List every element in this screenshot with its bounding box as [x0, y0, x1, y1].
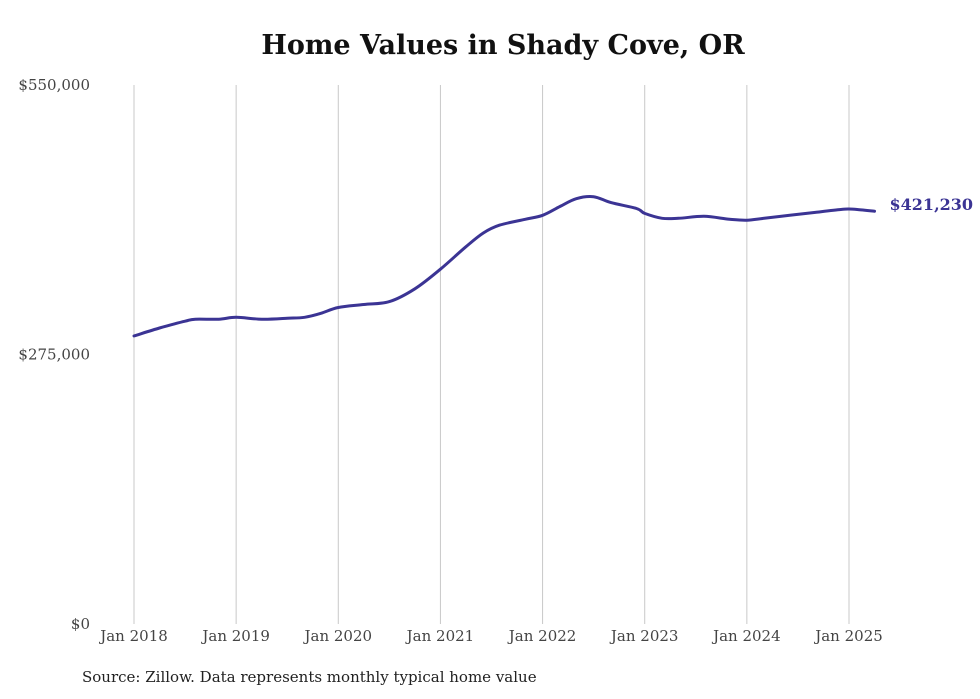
x-tick-label-4: Jan 2022 [507, 627, 577, 645]
x-tick-label-5: Jan 2023 [609, 627, 679, 645]
gridlines [133, 85, 850, 624]
x-tick-label-7: Jan 2025 [813, 627, 883, 645]
series-layer [132, 195, 876, 338]
x-tick-label-2: Jan 2020 [303, 627, 373, 645]
source-note: Source: Zillow. Data represents monthly … [82, 668, 537, 686]
y-axis-ticks: $0 $275,000 $550,000 [18, 76, 90, 633]
x-axis-ticks: Jan 2018 Jan 2019 Jan 2020 Jan 2021 Jan 2022… [98, 627, 883, 645]
x-tick-label-6: Jan 2024 [711, 627, 781, 645]
y-tick-label-1: $275,000 [18, 346, 90, 364]
chart-title: Home Values in Shady Cove, OR [261, 30, 745, 61]
x-tick-label-3: Jan 2021 [405, 627, 475, 645]
y-tick-label-0: $0 [71, 615, 90, 633]
x-tick-label-0: Jan 2018 [98, 627, 168, 645]
series-line-0 [132, 195, 876, 338]
y-tick-label-2: $550,000 [18, 76, 90, 94]
end-value-label: $421,230 [890, 195, 974, 214]
end-label-layer: $421,230 [890, 195, 974, 214]
x-tick-label-1: Jan 2019 [200, 627, 270, 645]
